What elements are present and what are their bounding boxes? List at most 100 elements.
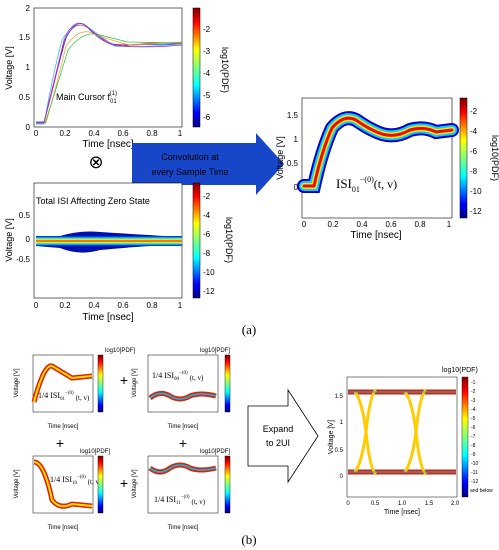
colorbar-label: log10[PDF] xyxy=(105,348,135,354)
x-tick: 2.0 xyxy=(451,501,460,507)
y-axis-label: Voltage [V] xyxy=(14,469,20,498)
colorbar xyxy=(460,98,467,218)
y-tick: 0 xyxy=(340,474,344,480)
cb-tick: -3 xyxy=(203,47,211,56)
y-tick: 0.5 xyxy=(19,93,31,102)
colorbar-ticks: -1 -2 -3 -4 -5 -6 -7 -8 -9 -10 -11 -12 a… xyxy=(470,380,493,494)
arrow-text-line2: to 2UI xyxy=(266,438,290,448)
cb-tick: -2 xyxy=(471,389,476,395)
cb-tick: -8 xyxy=(203,249,211,258)
cb-tick: -4 xyxy=(471,407,476,413)
x-ticks: 0 0.2 0.4 0.6 0.8 1 xyxy=(34,129,183,138)
x-tick: 0.5 xyxy=(371,501,380,507)
colorbar xyxy=(98,355,103,412)
cb-tick: -1 xyxy=(471,380,476,386)
x-tick: 0.6 xyxy=(385,220,397,229)
cb-tick: -11 xyxy=(471,470,478,476)
cb-tick: -6 xyxy=(203,230,211,239)
x-tick: 1.0 xyxy=(398,501,407,507)
arrow-text-line1: Expand xyxy=(263,424,294,434)
y-axis-label: Voltage [V] xyxy=(328,420,335,454)
x-axis-label: Time [nsec] xyxy=(168,424,199,430)
cb-tick: -4 xyxy=(203,211,211,220)
x-tick: 0.2 xyxy=(59,301,71,310)
cb-tick: -6 xyxy=(203,113,211,122)
plot-isi11: Voltage [V] Time [nsec] 1/4 ISI11−(0)(t, … xyxy=(132,449,230,531)
y-tick: 1 xyxy=(340,420,344,426)
plot-area xyxy=(148,355,218,412)
cb-tick: -10 xyxy=(470,187,482,196)
colorbar-label: log10[PDF] xyxy=(200,449,230,455)
x-axis-label: Time [nsec] xyxy=(82,139,134,150)
x-ticks: 0 0.2 0.4 0.6 0.8 1 xyxy=(302,220,452,229)
cb-tick: -3 xyxy=(471,398,476,404)
plot-area xyxy=(34,8,182,127)
y-ticks: 0 0.5 1 1.5 2 xyxy=(19,4,31,132)
colorbar-ticks: -2 -3 -4 -5 -6 xyxy=(203,25,211,122)
y-tick: -0.5 xyxy=(16,255,30,264)
x-tick: 0.8 xyxy=(146,301,158,310)
isi-band-core xyxy=(36,236,182,246)
y-tick: 0.5 xyxy=(287,159,299,168)
plot-title: Total ISI Affecting Zero State xyxy=(36,196,150,206)
cb-tick: -7 xyxy=(471,434,476,440)
plot-isi10: Voltage [V] Time [nsec] 1/4 ISI10−(0)(t, … xyxy=(14,449,110,531)
colorbar-label: log10(PDF) xyxy=(224,217,234,263)
x-tick: 0.8 xyxy=(414,220,426,229)
x-tick: 0 xyxy=(346,501,350,507)
colorbar-label: log10[PDF] xyxy=(80,449,110,455)
y-tick: 1.5 xyxy=(19,33,31,42)
cb-tick-extra: and below xyxy=(470,488,493,494)
x-axis-label: Time [nsec] xyxy=(48,424,79,430)
plus-sign: + xyxy=(179,435,187,451)
y-axis-label: Voltage [V] xyxy=(132,469,138,498)
y-axis-label: Voltage [V] xyxy=(4,218,14,262)
cb-tick: -5 xyxy=(471,416,476,422)
colorbar xyxy=(193,183,200,298)
y-tick: 0.5 xyxy=(19,211,31,220)
plus-sign: + xyxy=(56,435,64,451)
plot-eye-diagram: 0 0.5 1 1.5 0 0.5 1.0 1.5 2.0 Voltage [V… xyxy=(328,367,493,516)
y-axis-label: Voltage [V] xyxy=(4,46,14,90)
caption-b: (b) xyxy=(241,532,256,547)
y-tick: 0 xyxy=(26,123,31,132)
colorbar xyxy=(225,355,230,412)
x-tick: 0 xyxy=(302,220,307,229)
x-axis-label: Time [nsec] xyxy=(82,312,134,323)
colorbar xyxy=(225,456,230,513)
y-ticks: 0 0.5 1 1.5 xyxy=(335,394,344,480)
cb-tick: -2 xyxy=(203,25,211,34)
x-axis-label: Time [nsec] xyxy=(350,230,402,241)
y-axis-label: Voltage [V] xyxy=(14,368,20,397)
colorbar-ticks: -2 -4 -6 -8 -10 -12 xyxy=(470,107,482,216)
cb-tick: -9 xyxy=(471,452,476,458)
cb-tick: -6 xyxy=(471,425,476,431)
plot-isi-result: 0 0.5 1 1.5 0 0.2 0.4 0.6 0.8 1 Voltage … xyxy=(275,98,499,241)
cb-tick: -12 xyxy=(471,479,478,485)
x-tick: 1.5 xyxy=(425,501,434,507)
x-tick: 1 xyxy=(178,301,183,310)
y-tick: 1.5 xyxy=(335,394,344,400)
plot-isi00: Voltage [V] Time [nsec] 1/4 ISI00−(0)(t, … xyxy=(132,348,230,430)
y-ticks: 0 0.5 -0.5 xyxy=(16,211,30,264)
expand-arrow: Expand to 2UI xyxy=(248,390,318,482)
plus-sign: + xyxy=(120,372,128,388)
y-tick: 0.5 xyxy=(335,448,344,454)
x-tick: 0.6 xyxy=(117,129,129,138)
y-tick: 2 xyxy=(26,4,31,13)
plot-area xyxy=(347,377,457,497)
cb-tick: -6 xyxy=(470,147,478,156)
x-tick: 0.2 xyxy=(59,129,71,138)
cb-tick: -8 xyxy=(470,167,478,176)
x-tick: 1 xyxy=(178,129,183,138)
colorbar-label: log10(PDF) xyxy=(442,367,478,374)
colorbar-label: log10[PDF] xyxy=(200,348,230,354)
y-tick: 1.5 xyxy=(287,111,299,120)
cb-tick: -2 xyxy=(203,192,211,201)
x-tick: 0.8 xyxy=(146,129,158,138)
colorbar-label: log10(PDF) xyxy=(490,135,499,181)
plot-main-cursor: 0 0.5 1 1.5 2 0 0.2 0.4 0.6 0.8 1 Voltag… xyxy=(4,4,230,150)
x-tick: 0.4 xyxy=(88,301,100,310)
colorbar xyxy=(98,456,103,513)
